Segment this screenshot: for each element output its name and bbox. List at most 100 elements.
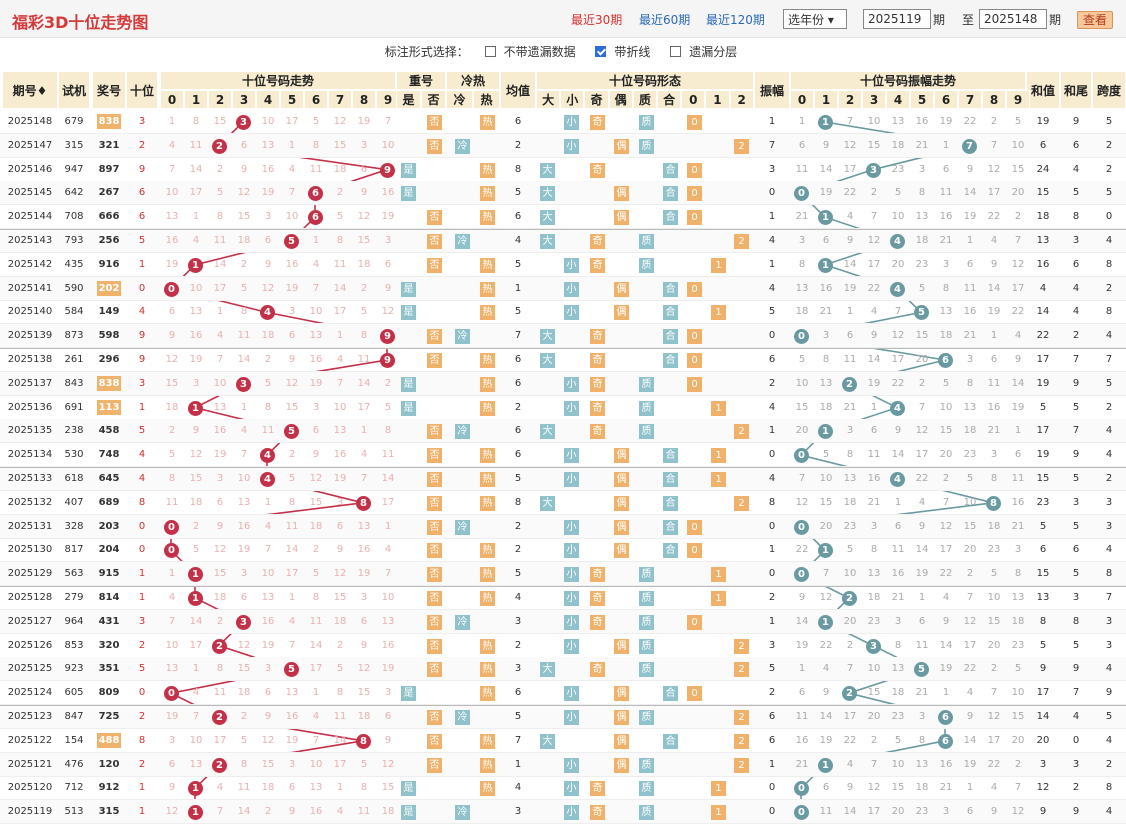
checkbox-polyline[interactable] xyxy=(595,46,607,57)
sum-cell: 19 xyxy=(1036,116,1050,127)
trend-miss-cell: 4 xyxy=(384,544,392,556)
trend-miss-cell: 1 xyxy=(312,235,320,246)
avg-cell: 7 xyxy=(514,330,522,342)
amp-miss-cell: 13 xyxy=(795,282,809,294)
option-no-miss[interactable]: 不带遗漏数据 xyxy=(481,45,580,59)
issue-cell: 2025128 xyxy=(7,592,53,603)
avg-cell: 3 xyxy=(514,663,522,675)
amp-miss-cell: 23 xyxy=(843,520,857,532)
tens-cell: 6 xyxy=(138,187,146,199)
trend-miss-cell: 14 xyxy=(189,615,203,627)
sum-cell: 14 xyxy=(1036,711,1050,722)
trend-miss-cell: 2 xyxy=(192,520,200,532)
amp-miss-cell: 14 xyxy=(843,258,857,270)
trend-miss-cell: 15 xyxy=(285,401,299,413)
size-tag: 小 xyxy=(564,781,579,797)
trend-miss-cell: 12 xyxy=(381,306,395,318)
amp-miss-cell: 1 xyxy=(942,139,950,151)
trend-miss-cell: 19 xyxy=(261,187,275,199)
amp-miss-cell: 13 xyxy=(939,306,953,318)
option-layer[interactable]: 遗漏分层 xyxy=(666,45,741,59)
col-prize-header: 奖号 xyxy=(92,71,126,109)
sum-cell: 20 xyxy=(1036,734,1050,746)
amp-miss-cell: 11 xyxy=(1011,473,1025,484)
amp-cell: 4 xyxy=(768,401,776,413)
trial-cell: 618 xyxy=(64,473,84,484)
amp-miss-cell: 18 xyxy=(795,306,809,318)
tail-cell: 5 xyxy=(1072,473,1080,484)
amp-miss-cell: 6 xyxy=(990,354,998,365)
trend-miss-cell: 10 xyxy=(189,734,203,746)
hot-tag: 热 xyxy=(480,400,495,416)
mod3-tag: 1 xyxy=(711,805,726,821)
amp-miss-cell: 1 xyxy=(966,782,974,794)
span-cell: 5 xyxy=(1105,187,1113,199)
sum-cell: 15 xyxy=(1036,187,1050,199)
trend-ball: 3 xyxy=(236,614,251,630)
trend-miss-cell: 1 xyxy=(216,306,224,318)
amp-miss-cell: 19 xyxy=(867,377,881,389)
trial-cell: 605 xyxy=(64,687,84,699)
parity-tag: 奇 xyxy=(590,805,605,821)
tens-cell: 3 xyxy=(138,377,146,389)
nav-recent-120[interactable]: 最近120期 xyxy=(706,13,765,27)
hot-tag: 热 xyxy=(480,495,495,511)
trend-miss-cell: 5 xyxy=(360,306,368,318)
trend-miss-cell: 2 xyxy=(336,639,344,651)
trend-miss-cell: 12 xyxy=(237,187,251,199)
issue-cell: 2025122 xyxy=(7,734,53,746)
trend-miss-cell: 14 xyxy=(381,473,395,484)
trend-miss-cell: 18 xyxy=(357,258,371,270)
row-group-divider xyxy=(0,467,1126,468)
from-issue-input[interactable]: 2025119 xyxy=(863,9,931,29)
amp-miss-cell: 3 xyxy=(894,615,902,627)
query-button[interactable]: 查看 xyxy=(1077,11,1113,29)
amp-ball: 3 xyxy=(866,638,881,654)
trial-cell: 873 xyxy=(64,330,84,342)
nav-recent-60[interactable]: 最近60期 xyxy=(639,13,691,27)
trend-miss-cell: 11 xyxy=(357,354,371,365)
trend-miss-cell: 3 xyxy=(384,687,392,699)
year-select[interactable]: 选年份 ▾ xyxy=(783,9,847,29)
hot-tag: 热 xyxy=(480,353,495,368)
trend-miss-cell: 13 xyxy=(261,139,275,151)
col-span-header: 跨度 xyxy=(1092,71,1126,109)
tens-cell: 8 xyxy=(138,734,146,746)
amp-ball: 2 xyxy=(842,376,857,392)
tail-cell: 3 xyxy=(1072,235,1080,246)
trend-miss-cell: 11 xyxy=(165,496,179,508)
amp-miss-cell: 21 xyxy=(939,782,953,794)
trend-miss-cell: 3 xyxy=(360,592,368,603)
option-polyline[interactable]: 带折线 xyxy=(591,45,654,59)
form-sub-header: 质 xyxy=(632,90,657,109)
amp-miss-cell: 1 xyxy=(942,687,950,699)
trend-ball: 0 xyxy=(164,281,179,297)
table-row xyxy=(0,538,1126,563)
mod3-tag: 1 xyxy=(711,472,726,487)
trend-miss-cell: 3 xyxy=(360,139,368,151)
checkbox-layer[interactable] xyxy=(670,46,682,57)
amp-cell: 3 xyxy=(768,163,776,175)
trend-miss-cell: 6 xyxy=(360,163,368,175)
amp-miss-cell: 19 xyxy=(843,282,857,294)
to-issue-input[interactable]: 2025148 xyxy=(979,9,1047,29)
nav-recent-30[interactable]: 最近30期 xyxy=(571,13,623,27)
parity-tag: 偶 xyxy=(614,733,629,749)
checkbox-no-miss[interactable] xyxy=(484,46,496,57)
amp-miss-cell: 3 xyxy=(918,163,926,175)
sum-cell: 5 xyxy=(1039,520,1047,532)
prime-tag: 质 xyxy=(639,662,654,678)
prize-cell: 204 xyxy=(98,544,120,556)
prize-cell: 431 xyxy=(98,615,120,627)
mod3-tag: 2 xyxy=(734,495,749,511)
form-sub-header: 0 xyxy=(681,90,706,109)
trend-miss-cell: 14 xyxy=(237,354,251,365)
trend-miss-cell: 8 xyxy=(360,330,368,342)
amp-miss-cell: 20 xyxy=(963,544,977,556)
trend-miss-cell: 18 xyxy=(309,520,323,532)
amp-miss-cell: 10 xyxy=(987,592,1001,603)
amp-miss-cell: 21 xyxy=(795,211,809,223)
trend-miss-cell: 4 xyxy=(360,449,368,461)
mod3-tag: 0 xyxy=(687,519,702,535)
trend-miss-cell: 1 xyxy=(336,330,344,342)
